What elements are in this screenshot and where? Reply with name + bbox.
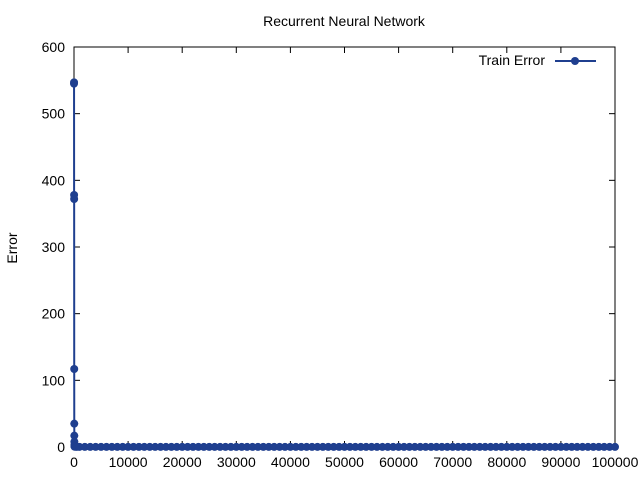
series-layer xyxy=(70,78,619,451)
data-point xyxy=(70,195,79,203)
y-axis-label: Error xyxy=(4,232,20,263)
legend: Train Error xyxy=(479,52,596,68)
data-point xyxy=(611,442,619,451)
y-tick-label: 0 xyxy=(57,439,65,455)
y-tick-label: 500 xyxy=(42,106,66,122)
x-tick-label: 100000 xyxy=(592,454,639,470)
legend-label: Train Error xyxy=(479,52,546,68)
data-point xyxy=(70,431,79,440)
x-tick-label: 80000 xyxy=(487,454,526,470)
y-tick-label: 200 xyxy=(42,306,66,322)
legend-marker-swatch xyxy=(571,57,579,65)
y-tick-label: 400 xyxy=(42,172,66,188)
data-point xyxy=(70,419,79,428)
data-point xyxy=(70,365,79,373)
x-tick-label: 0 xyxy=(70,454,78,470)
data-point xyxy=(70,78,79,87)
chart-title: Recurrent Neural Network xyxy=(263,13,426,29)
y-tick-label: 300 xyxy=(42,239,66,255)
x-tick-label: 20000 xyxy=(163,454,202,470)
x-tick-label: 90000 xyxy=(541,454,580,470)
x-axis: 0 10000 20000 30000 40000 50000 60000 70000 8000… xyxy=(70,47,639,470)
x-tick-label: 40000 xyxy=(271,454,310,470)
x-tick-label: 30000 xyxy=(217,454,256,470)
plot-frame xyxy=(73,46,616,448)
x-tick-label: 60000 xyxy=(379,454,418,470)
x-tick-label: 50000 xyxy=(325,454,364,470)
x-tick-label: 70000 xyxy=(433,454,472,470)
y-axis: 0 100 200 300 400 500 600 xyxy=(42,39,615,455)
x-tick-label: 10000 xyxy=(109,454,148,470)
y-tick-label: 600 xyxy=(42,39,66,55)
series-line xyxy=(73,81,615,448)
y-tick-label: 100 xyxy=(42,372,66,388)
